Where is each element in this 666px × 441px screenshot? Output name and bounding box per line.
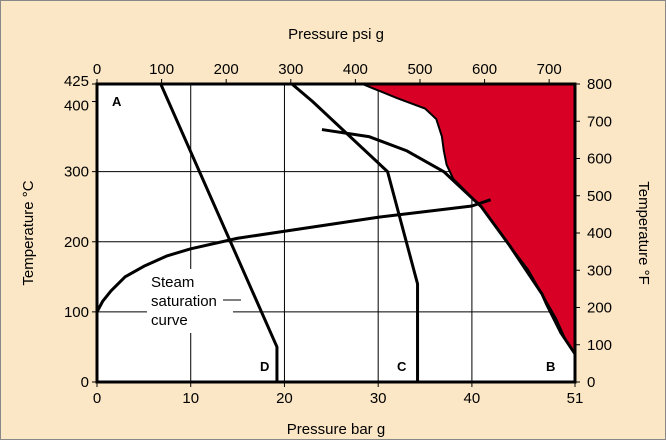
bottom-tick-label: 51: [567, 390, 584, 407]
curve-D: [159, 83, 279, 382]
top-axis-title: Pressure psi g: [288, 26, 384, 43]
left-tick-label: 425: [64, 73, 89, 90]
annotation-line-3: curve: [151, 312, 188, 329]
bottom-tick-label: 20: [276, 390, 293, 407]
curve-B: [321, 128, 577, 382]
right-tick-label: 500: [587, 188, 612, 205]
top-tick-label: 0: [93, 61, 101, 78]
right-axis-title: Temperature °F: [635, 181, 652, 285]
left-tick-label: 200: [64, 234, 89, 251]
right-tick-label: 600: [587, 151, 612, 168]
curve-steam: [95, 198, 492, 313]
top-tick-label: 200: [214, 61, 239, 78]
annotation-line-2: saturation: [151, 293, 217, 310]
top-tick-label: 400: [343, 61, 368, 78]
steam-annotation: Steam saturation curve: [147, 269, 241, 333]
curve-label-d: D: [260, 359, 269, 374]
right-tick-label: 800: [587, 76, 612, 93]
curve-label-c: C: [397, 359, 407, 374]
annotation-line-1: Steam: [151, 274, 194, 291]
curve-label-b: B: [546, 359, 555, 374]
left-tick-label: 100: [64, 304, 89, 321]
right-tick-label: 700: [587, 113, 612, 130]
curve-C: [290, 82, 420, 382]
bottom-tick-label: 10: [182, 390, 199, 407]
top-tick-label: 500: [407, 61, 432, 78]
ticks-layer: [92, 79, 580, 387]
bottom-tick-label: 40: [464, 390, 481, 407]
right-tick-label: 300: [587, 262, 612, 279]
right-tick-label: 100: [587, 337, 612, 354]
bottom-tick-label: 0: [93, 390, 101, 407]
right-tick-label: 0: [587, 374, 595, 391]
right-tick-label: 400: [587, 225, 612, 242]
curves-layer: [95, 82, 577, 382]
left-tick-label: 300: [64, 164, 89, 181]
left-tick-label: 400: [64, 98, 89, 115]
left-axis-title: Temperature °C: [20, 180, 37, 285]
top-tick-label: 100: [149, 61, 174, 78]
left-tick-label: 0: [81, 374, 89, 391]
labels-layer: 0 10 20 30 40 510 100 200 300 400 500 600 7000100200…: [64, 61, 612, 407]
bottom-axis-title: Pressure bar g: [287, 421, 385, 438]
right-tick-label: 200: [587, 300, 612, 317]
top-tick-label: 700: [537, 61, 562, 78]
top-tick-label: 300: [278, 61, 303, 78]
bottom-tick-label: 30: [370, 390, 387, 407]
curve-label-a: A: [112, 94, 122, 109]
top-tick-label: 600: [472, 61, 497, 78]
